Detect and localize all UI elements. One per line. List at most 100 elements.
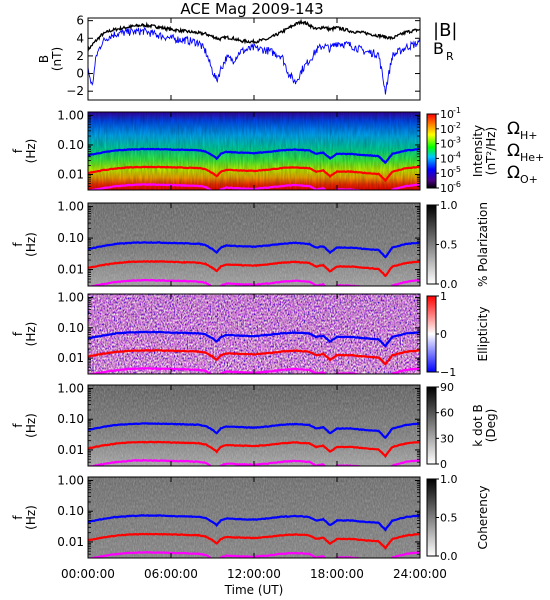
colorbar-label: Ellipticity [476, 307, 490, 362]
colorbar-label: % Polarization [476, 202, 490, 287]
colorbar-tick-label: 0.5 [440, 512, 458, 525]
colorbar-tick-label: 10 [440, 182, 454, 195]
legend-b-r: B [433, 39, 444, 58]
colorbar-tick-label: 90 [440, 381, 454, 394]
freq-ytick-label: 1.00 [57, 108, 84, 122]
mag-ytick-label: −2 [66, 84, 84, 98]
ion-legend-symbol: Ω [507, 141, 520, 161]
mag-ylabel-unit: (nT) [50, 47, 64, 71]
freq-ylabel: f (Hz) [11, 413, 38, 438]
o-plus-gyrofrequency-line [88, 458, 420, 466]
panel-kdotb: 1.00 0.10 0.01 f (Hz) 90 60 30 0 k dot B (Deg) [11, 381, 498, 471]
h-plus-gyrofrequency-line [88, 513, 420, 532]
panel-texture [88, 203, 420, 286]
colorbar-kdotb [426, 386, 437, 465]
he-plus-gyrofrequency-line [88, 260, 420, 278]
panel-plot-area [88, 385, 420, 466]
panel-plot-area [88, 203, 420, 286]
colorbar-tick-exponent: -5 [453, 165, 461, 174]
colorbar-tick-label: −1 [440, 366, 456, 379]
colorbar-label: k dot B (Deg) [471, 404, 498, 446]
time-tick-label: 12:00:00 [227, 567, 281, 581]
colorbar-tick-label: 10 [440, 123, 454, 136]
colorbar-tick-label: 1.0 [440, 473, 458, 486]
o-plus-gyrofrequency-line [88, 550, 420, 558]
freq-ylabel-f: f [11, 242, 25, 247]
colorbar-ellipticity [426, 295, 437, 373]
colorbar-tick-label: 0.5 [440, 239, 458, 252]
panel-texture [88, 112, 420, 190]
freq-ylabel: f (Hz) [11, 139, 38, 164]
colorbar-tick-label: 1 [440, 290, 447, 303]
colorbar-tick-label: 0.0 [440, 550, 458, 563]
time-axis-label: Time (UT) [224, 583, 284, 597]
time-tick-label: 18:00:00 [310, 567, 364, 581]
freq-ytick-label: 0.01 [57, 168, 84, 182]
chart-title: ACE Mag 2009-143 [180, 0, 323, 18]
freq-ytick-label: 1.00 [57, 200, 84, 214]
mag-lines [88, 18, 420, 95]
panel-coherency: 1.00 0.10 0.01 f (Hz) 1.0 0.5 0.0 Coherency [11, 473, 490, 563]
panel-plot-area [88, 477, 420, 558]
freq-ytick-label: 1.00 [57, 474, 84, 488]
colorbar-tick-label: 0 [440, 328, 447, 341]
colorbar-tick-exponent: -6 [453, 180, 461, 189]
h-plus-gyrofrequency-line [88, 422, 420, 440]
mag-ylabel: B (nT) [37, 47, 64, 71]
colorbar-tick-label: 10 [440, 152, 454, 165]
freq-ytick-label: 0.10 [57, 504, 84, 518]
panel-plot-area [88, 112, 420, 190]
time-tick-label: 24:00:00 [393, 567, 447, 581]
ion-legend-label: H+ [520, 129, 538, 142]
time-axis: 00:00:00 06:00:00 12:00:00 18:00:00 24:00:00… [61, 567, 447, 597]
panel-polarization: 1.00 0.10 0.01 f (Hz) 1.0 0.5 0.0 % Polarization [11, 199, 490, 291]
colorbar-polarization [426, 204, 437, 285]
colorbar-coherency [426, 478, 437, 557]
colorbar-tick-label: 10 [440, 167, 454, 180]
ion-legend-symbol: Ω [507, 163, 520, 183]
freq-ytick-label: 0.10 [57, 138, 84, 152]
freq-ylabel-f: f [11, 331, 25, 336]
colorbar-label-line: Coherency [476, 485, 490, 549]
mag-ytick-label: 2 [76, 49, 84, 63]
freq-ytick-label: 0.10 [57, 321, 84, 335]
he-plus-gyrofrequency-line [88, 165, 420, 183]
h-plus-gyrofrequency-line [88, 330, 420, 348]
mag-ytick-label: 6 [76, 14, 84, 28]
freq-ylabel-f: f [11, 148, 25, 153]
spectral-panels: 1.000.100.01f (Hz)10-110-210-310-410 -510-… [11, 106, 544, 563]
colorbar-label-line: Intensity [471, 125, 485, 177]
panel-texture [88, 477, 420, 558]
he-plus-gyrofrequency-line [88, 532, 420, 550]
ion-legend: Ω H+Ω He+Ω O+ [507, 119, 544, 186]
colorbar-tick-label: 10 [440, 138, 454, 151]
o-plus-gyrofrequency-line [88, 367, 420, 374]
h-plus-gyrofrequency-line [88, 241, 420, 259]
mag-ytick-label: 0 [76, 67, 84, 81]
panel-texture [88, 385, 420, 466]
freq-ylabel: f (Hz) [11, 505, 38, 530]
panel-intensity: 1.000.100.01f (Hz)10-110-210-310-410 -510-… [11, 106, 498, 195]
colorbar-label-line: Ellipticity [476, 307, 490, 362]
freq-ylabel: f (Hz) [11, 322, 38, 347]
he-plus-gyrofrequency-line [88, 440, 420, 459]
panel-texture [88, 294, 420, 374]
colorbar-tick-label: 0.0 [440, 278, 458, 291]
colorbar-label: Coherency [476, 485, 490, 549]
freq-ytick-label: 0.10 [57, 231, 84, 245]
colorbar-label-line: k dot B [471, 404, 485, 446]
freq-ytick-label: 1.00 [57, 382, 84, 396]
panel-ellipticity: 1.00 0.10 0.01 f (Hz) 1 0 −1 Ellipticity [11, 290, 490, 379]
time-tick-label: 00:00:00 [61, 567, 115, 581]
freq-ytick-label: 0.01 [57, 443, 84, 457]
o-plus-gyrofrequency-line [88, 183, 420, 190]
colorbar-tick-label: 1.0 [440, 199, 458, 212]
freq-ytick-label: 0.01 [57, 351, 84, 365]
ion-legend-label: He+ [520, 151, 544, 164]
freq-ylabel-unit: (Hz) [24, 505, 38, 530]
freq-ylabel: f (Hz) [11, 232, 38, 257]
freq-ytick-label: 0.10 [57, 412, 84, 426]
colorbar-tick-label: 30 [440, 432, 454, 445]
ion-legend-label: O+ [520, 173, 538, 186]
